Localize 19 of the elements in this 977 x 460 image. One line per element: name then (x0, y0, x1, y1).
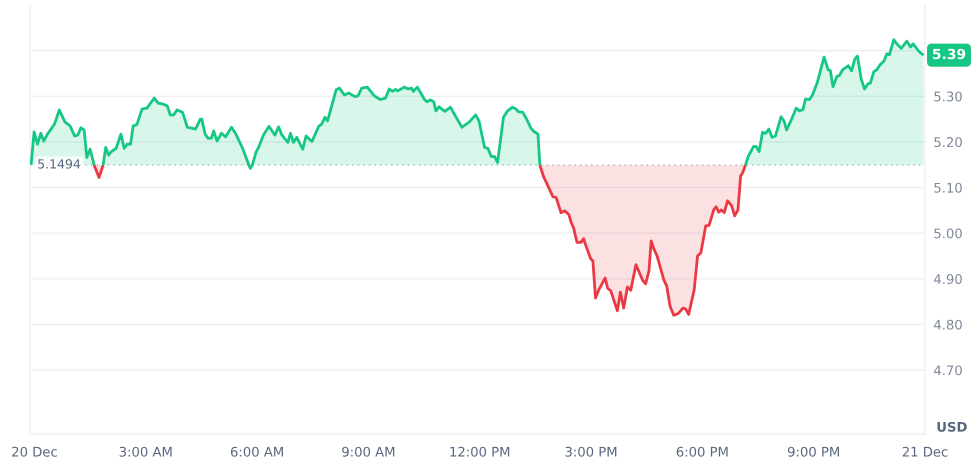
x-tick-label: 3:00 PM (565, 446, 616, 457)
y-tick-label: 4.90 (934, 274, 962, 284)
y-tick-label: 5.20 (934, 137, 962, 148)
y-tick-label: 4.80 (934, 320, 962, 330)
y-tick-label: 4.70 (934, 365, 962, 376)
x-tick-label: 6:00 AM (230, 446, 283, 457)
y-tick-label: 5.00 (934, 228, 962, 238)
x-tick-label: 20 Dec (12, 446, 57, 457)
x-tick-label: 21 Dec (902, 446, 948, 457)
x-tick-label: 6:00 PM (676, 446, 728, 457)
ref-line-label: 5.1494 (38, 159, 80, 169)
x-tick-label: 9:00 PM (788, 446, 839, 457)
y-tick-label: 5.10 (934, 182, 962, 193)
x-tick-label: 9:00 AM (342, 446, 394, 457)
y-tick-label: 5.30 (934, 91, 962, 102)
x-tick-label: 12:00 PM (450, 446, 510, 457)
x-tick-label: 3:00 AM (120, 446, 172, 457)
annotation: 5.39 (932, 48, 966, 60)
y-axis-title: USD (937, 422, 967, 432)
